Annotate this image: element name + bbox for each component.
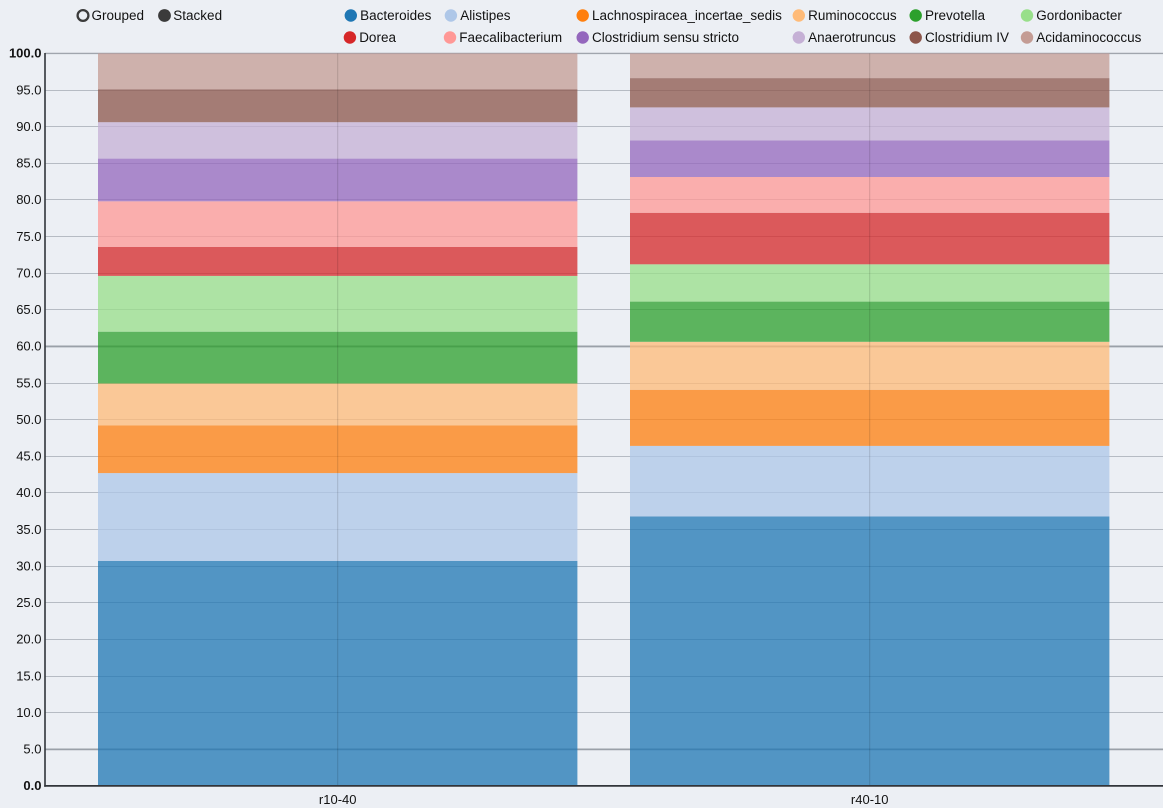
svg-text:10.0: 10.0 — [16, 705, 41, 720]
svg-text:50.0: 50.0 — [16, 412, 41, 427]
svg-text:Ruminococcus: Ruminococcus — [808, 8, 897, 23]
svg-text:100.0: 100.0 — [9, 46, 42, 61]
svg-text:Lachnospiracea_incertae_sedis: Lachnospiracea_incertae_sedis — [592, 8, 782, 23]
svg-text:5.0: 5.0 — [23, 742, 41, 757]
svg-text:r10-40: r10-40 — [319, 792, 357, 807]
svg-text:85.0: 85.0 — [16, 156, 41, 171]
svg-text:20.0: 20.0 — [16, 632, 41, 647]
svg-text:55.0: 55.0 — [16, 375, 41, 390]
svg-text:90.0: 90.0 — [16, 119, 41, 134]
svg-text:15.0: 15.0 — [16, 668, 41, 683]
svg-text:Prevotella: Prevotella — [925, 8, 986, 23]
svg-text:Bacteroides: Bacteroides — [360, 8, 432, 23]
svg-text:Faecalibacterium: Faecalibacterium — [459, 30, 562, 45]
svg-text:60.0: 60.0 — [16, 339, 41, 354]
svg-text:35.0: 35.0 — [16, 522, 41, 537]
svg-text:r40-10: r40-10 — [851, 792, 889, 807]
svg-text:Clostridium sensu stricto: Clostridium sensu stricto — [592, 30, 739, 45]
svg-text:65.0: 65.0 — [16, 302, 41, 317]
svg-text:80.0: 80.0 — [16, 192, 41, 207]
svg-text:45.0: 45.0 — [16, 449, 41, 464]
svg-text:95.0: 95.0 — [16, 82, 41, 97]
svg-text:0.0: 0.0 — [23, 778, 41, 793]
svg-text:25.0: 25.0 — [16, 595, 41, 610]
svg-text:70.0: 70.0 — [16, 265, 41, 280]
svg-text:Alistipes: Alistipes — [460, 8, 511, 23]
svg-text:Acidaminococcus: Acidaminococcus — [1036, 30, 1141, 45]
svg-text:Stacked: Stacked — [173, 8, 222, 23]
svg-text:Clostridium IV: Clostridium IV — [925, 30, 1009, 45]
svg-text:75.0: 75.0 — [16, 229, 41, 244]
svg-text:30.0: 30.0 — [16, 558, 41, 573]
svg-text:Dorea: Dorea — [359, 30, 396, 45]
svg-text:40.0: 40.0 — [16, 485, 41, 500]
svg-text:Anaerotruncus: Anaerotruncus — [808, 30, 896, 45]
svg-text:Gordonibacter: Gordonibacter — [1036, 8, 1122, 23]
svg-text:Grouped: Grouped — [92, 8, 145, 23]
